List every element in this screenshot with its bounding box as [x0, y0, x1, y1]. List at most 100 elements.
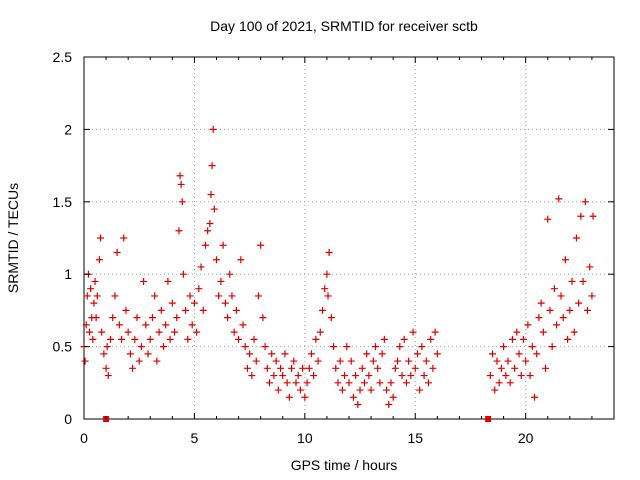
data-point — [314, 357, 322, 365]
data-point — [511, 364, 519, 372]
data-point — [486, 372, 494, 380]
y-tick-label: 1 — [64, 266, 72, 282]
data-point — [513, 328, 521, 336]
data-point — [217, 277, 225, 285]
data-point — [581, 198, 589, 206]
data-point — [133, 314, 141, 322]
data-point — [104, 372, 112, 380]
data-point — [310, 372, 318, 380]
data-point — [207, 191, 215, 199]
x-tick-label: 5 — [191, 430, 199, 446]
data-point — [548, 343, 556, 351]
data-point — [210, 205, 218, 213]
data-point — [429, 364, 437, 372]
data-point — [389, 393, 397, 401]
data-point — [365, 372, 373, 380]
data-point — [208, 162, 216, 170]
data-point — [400, 335, 408, 343]
data-point — [279, 372, 287, 380]
axis-ticks: 0 5 10 15 20 0 0.5 1 1.5 2 2.5 — [53, 49, 615, 446]
data-point — [425, 379, 432, 387]
data-point — [553, 321, 561, 329]
data-point — [175, 227, 183, 235]
grid-lines — [84, 57, 614, 419]
data-point — [137, 343, 145, 351]
data-point — [213, 256, 220, 264]
data-point — [555, 195, 563, 203]
x-tick-label: 0 — [80, 430, 88, 446]
data-point — [493, 357, 501, 365]
data-point — [497, 364, 505, 372]
data-point — [120, 234, 128, 242]
data-point — [517, 372, 525, 380]
data-point — [100, 350, 108, 358]
data-point — [237, 256, 245, 264]
data-point — [557, 292, 565, 300]
data-point — [90, 299, 98, 307]
data-point — [349, 393, 357, 401]
data-point — [343, 343, 351, 351]
data-point — [575, 299, 583, 307]
data-point — [254, 292, 262, 300]
data-point — [92, 314, 100, 322]
data-point — [199, 306, 207, 314]
data-point — [296, 386, 304, 394]
data-point — [221, 299, 229, 307]
data-point — [144, 350, 152, 358]
data-point — [544, 215, 552, 223]
data-point — [363, 350, 371, 358]
data-point — [307, 350, 315, 358]
data-point — [259, 314, 267, 322]
data-point — [542, 364, 550, 372]
data-point — [416, 386, 424, 394]
data-point — [171, 328, 179, 336]
data-point — [197, 263, 205, 271]
data-point — [188, 321, 196, 329]
data-point — [519, 335, 527, 343]
data-point — [190, 299, 198, 307]
data-point — [550, 285, 558, 293]
data-point — [206, 220, 214, 228]
data-point — [531, 393, 538, 401]
data-point — [579, 277, 587, 285]
data-point — [135, 357, 143, 365]
data-point — [93, 292, 101, 300]
data-point — [564, 335, 572, 343]
data-point — [283, 379, 291, 387]
x-tick-label: 10 — [297, 430, 313, 446]
data-point — [324, 292, 332, 300]
data-point — [176, 172, 184, 180]
data-point — [263, 364, 271, 372]
data-point — [572, 234, 580, 242]
data-point — [86, 328, 94, 336]
data-point — [586, 263, 594, 271]
data-point — [378, 350, 386, 358]
data-point — [228, 292, 236, 300]
data-point — [427, 335, 435, 343]
data-point — [323, 270, 331, 278]
data-point — [584, 306, 591, 314]
data-point — [153, 357, 161, 365]
data-point — [294, 372, 302, 380]
y-tick-label: 0.5 — [53, 339, 73, 355]
data-point — [184, 335, 192, 343]
data-point — [215, 292, 223, 300]
baseline-marker — [485, 416, 492, 422]
data-point — [312, 335, 320, 343]
data-point — [431, 328, 439, 336]
chart-title: Day 100 of 2021, SRMTID for receiver sct… — [210, 18, 478, 34]
data-point — [193, 328, 201, 336]
x-tick-label: 15 — [407, 430, 423, 446]
data-point — [292, 379, 300, 387]
data-point — [103, 343, 111, 351]
data-point — [157, 306, 165, 314]
data-point — [500, 343, 508, 351]
data-point — [162, 321, 170, 329]
data-point — [257, 241, 265, 249]
data-point — [209, 125, 217, 133]
data-point — [376, 379, 384, 387]
data-point — [374, 364, 382, 372]
data-point — [418, 343, 426, 351]
data-point — [391, 364, 399, 372]
data-point — [396, 343, 404, 351]
